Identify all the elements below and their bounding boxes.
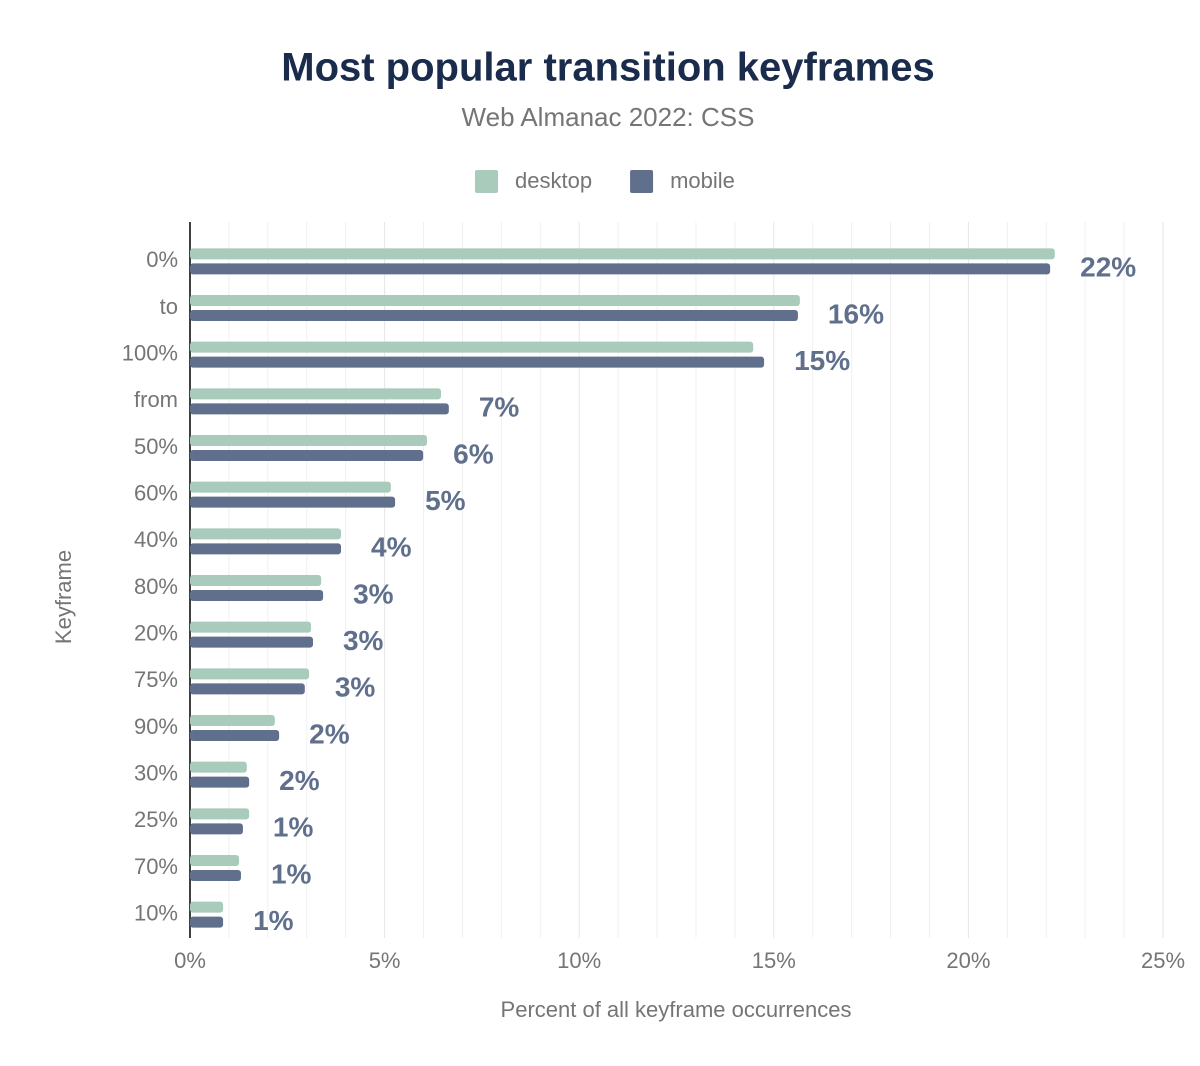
legend-label: desktop [515,168,592,193]
bar [190,761,247,773]
bar [190,403,449,415]
bar [190,855,240,866]
data-label: 6% [453,438,494,469]
bar [190,341,754,353]
data-label: 1% [273,812,314,843]
data-label: 2% [309,718,350,749]
x-tick-label: 20% [946,948,990,973]
chart-subtitle: Web Almanac 2022: CSS [462,102,755,132]
x-axis-label: Percent of all keyframe occurrences [501,997,852,1022]
x-tick-label: 15% [752,948,796,973]
bar [190,450,424,461]
x-tick-label: 10% [557,948,601,973]
bar [190,575,322,586]
bar [190,808,250,820]
bar [190,901,224,913]
data-label: 3% [353,578,394,609]
bar [190,496,396,508]
y-axis-label: Keyframe [51,550,76,644]
y-tick-label: 0% [146,247,178,272]
data-label: 22% [1080,252,1136,283]
data-label: 3% [335,672,376,703]
bar [190,481,391,493]
data-label: 1% [253,905,294,936]
chart-title: Most popular transition keyframes [281,46,934,90]
y-tick-label: 70% [134,854,178,879]
data-label: 4% [371,532,412,563]
y-tick-label: 10% [134,900,178,925]
x-tick-label: 5% [369,948,401,973]
y-tick-label: 25% [134,807,178,832]
bar [190,248,1055,260]
y-tick-label: to [160,294,178,319]
bar [190,543,342,555]
y-tick-label: from [134,387,178,412]
y-tick-label: 50% [134,434,178,459]
data-label: 2% [279,765,320,796]
y-tick-label: 90% [134,714,178,739]
bar [190,528,342,540]
legend-label: mobile [670,168,735,193]
bar [190,870,241,881]
y-tick-label: 40% [134,527,178,552]
bar [190,636,313,648]
bar [190,590,324,601]
bar [190,730,280,741]
y-tick-label: 60% [134,480,178,505]
bar [190,668,310,680]
bar [190,388,442,400]
data-label: 15% [794,345,850,376]
bar [190,310,798,321]
bar [190,263,1051,275]
y-tick-label: 20% [134,620,178,645]
x-tick-label: 25% [1141,948,1185,973]
legend-swatch [630,170,654,193]
y-tick-label: 75% [134,667,178,692]
data-label: 5% [425,485,466,516]
y-tick-label: 100% [122,340,178,365]
bar [190,715,275,726]
data-label: 7% [479,392,520,423]
bar [190,435,428,446]
bar [190,356,765,368]
y-tick-label: 30% [134,760,178,785]
data-label: 3% [343,625,384,656]
bar [190,823,243,835]
bar [190,776,250,788]
bar [190,621,312,633]
x-tick-label: 0% [174,948,206,973]
legend-swatch [475,170,498,193]
bar [190,683,305,695]
data-label: 16% [828,298,884,329]
bar [190,295,800,306]
bar [190,916,224,928]
data-label: 1% [271,858,312,889]
y-tick-label: 80% [134,574,178,599]
